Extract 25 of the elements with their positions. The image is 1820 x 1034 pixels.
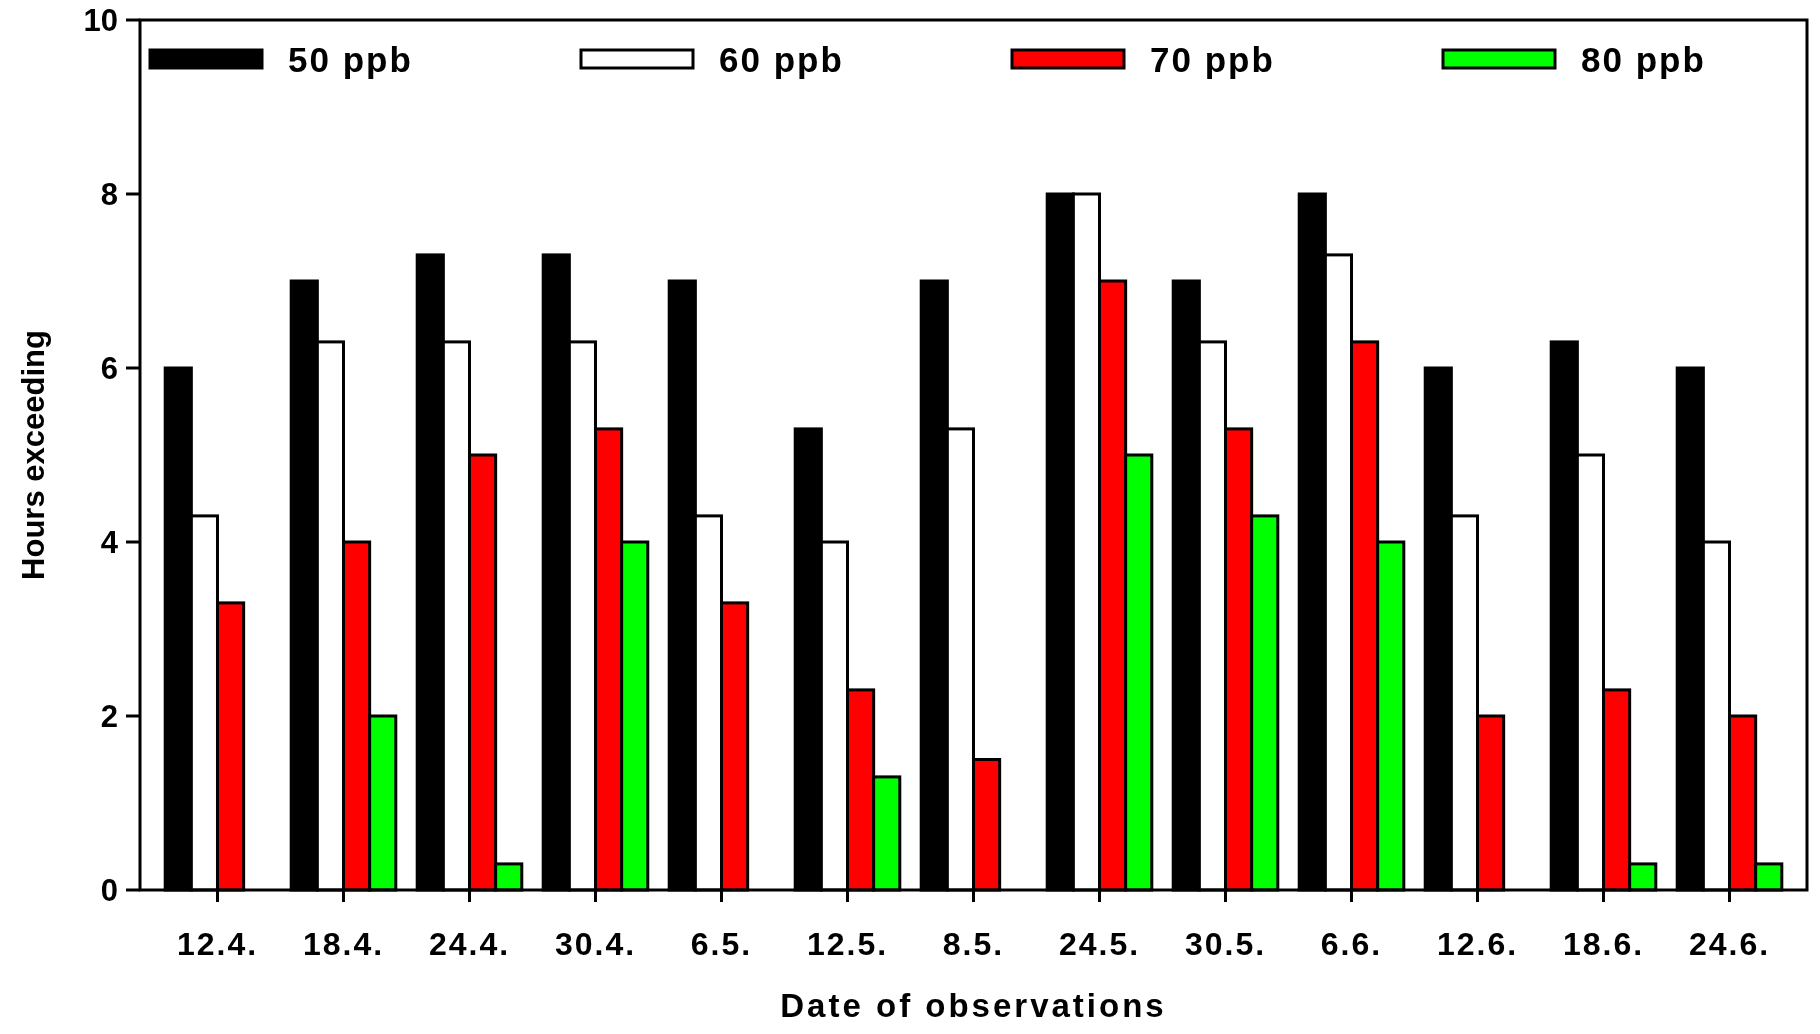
- y-tick-label: 8: [100, 176, 118, 212]
- legend-label: 80 ppb: [1581, 40, 1706, 80]
- x-tick-label: 18.4.: [302, 926, 385, 962]
- y-tick-label: 4: [100, 524, 119, 560]
- y-tick-label: 10: [83, 2, 118, 38]
- y-axis-title: Hours exceeding: [16, 330, 51, 580]
- x-tick-label: 24.4.: [428, 926, 511, 962]
- x-tick-label: 12.6.: [1436, 926, 1519, 962]
- x-tick-label: 24.6.: [1688, 926, 1771, 962]
- x-tick-label: 6.5.: [690, 926, 753, 962]
- x-tick-label: 30.4.: [554, 926, 637, 962]
- legend-label: 60 ppb: [719, 40, 844, 80]
- x-tick-label: 6.6.: [1320, 926, 1383, 962]
- y-tick-label: 6: [100, 350, 118, 386]
- x-tick-label: 24.5.: [1058, 926, 1141, 962]
- legend-label: 70 ppb: [1150, 40, 1275, 80]
- y-tick-label: 0: [100, 872, 118, 908]
- x-tick-label: 18.6.: [1562, 926, 1645, 962]
- x-tick-label: 12.4.: [176, 926, 259, 962]
- x-tick-label: 12.5.: [806, 926, 889, 962]
- y-tick-label: 2: [100, 698, 118, 734]
- legend-label: 50 ppb: [288, 40, 413, 80]
- x-tick-label: 8.5.: [942, 926, 1005, 962]
- x-axis-title: Date of observations: [780, 987, 1167, 1024]
- x-tick-label: 30.5.: [1184, 926, 1267, 962]
